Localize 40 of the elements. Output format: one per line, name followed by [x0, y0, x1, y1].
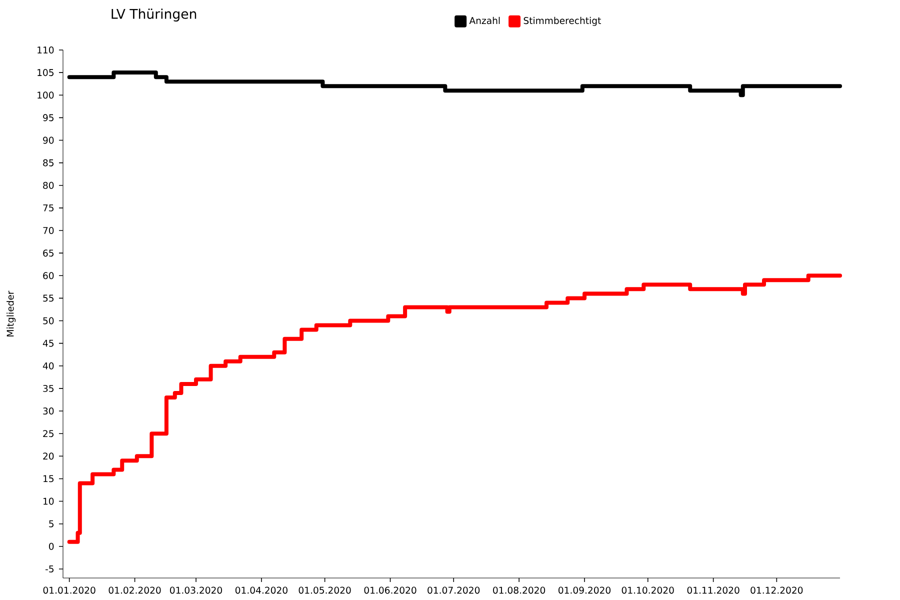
- y-tick-label: 60: [43, 272, 54, 280]
- y-tick-label: 5: [49, 520, 54, 528]
- y-tick-label: 30: [43, 408, 54, 415]
- y-tick-label: 20: [43, 452, 54, 460]
- y-tick-label: 0: [48, 542, 54, 550]
- x-tick-label: 01.07.2020: [428, 586, 480, 594]
- x-tick-label: 01.12.2020: [750, 586, 803, 594]
- y-tick-label: 110: [38, 46, 54, 54]
- x-tick-label: 01.09.2020: [558, 586, 611, 594]
- y-tick-label: 100: [38, 92, 54, 99]
- y-tick-label: 85: [43, 159, 54, 166]
- y-tick-label: 75: [43, 204, 54, 212]
- x-tick-label: 01.10.2020: [622, 586, 674, 594]
- y-tick-label: 55: [43, 294, 54, 302]
- x-tick-label: 01.03.2020: [170, 586, 222, 594]
- y-tick-label: 80: [43, 182, 54, 189]
- chart-title: LV Thüringen: [112, 8, 196, 22]
- y-tick-label: 90: [43, 136, 54, 144]
- y-tick-label: 15: [43, 475, 54, 482]
- x-tick-label: 01.11.2020: [687, 586, 740, 594]
- y-tick-label: 45: [42, 340, 54, 347]
- y-tick-label: 65: [43, 250, 54, 257]
- y-tick-label: 50: [43, 317, 54, 324]
- x-tick-label: 01.08.2020: [493, 586, 546, 594]
- x-tick-label: 01.01.2020: [43, 586, 96, 594]
- y-axis-title: Mitglieder: [6, 290, 16, 336]
- y-tick-label: 10: [43, 498, 54, 505]
- x-tick-label: 01.05.2020: [298, 586, 351, 594]
- y-tick-label: 70: [43, 227, 54, 234]
- y-tick-label: 95: [43, 114, 54, 122]
- x-tick-label: 01.02.2020: [108, 586, 161, 594]
- legend-label: Anzahl: [469, 16, 500, 24]
- y-tick-label: 105: [38, 69, 54, 76]
- x-tick-label: 01.04.2020: [235, 586, 288, 594]
- y-tick-label: 35: [43, 384, 54, 392]
- y-tick-label: -5: [45, 566, 54, 572]
- x-tick-label: 01.06.2020: [364, 586, 416, 594]
- y-tick-label: 25: [43, 430, 54, 438]
- legend-label: Stimmberechtigt: [524, 16, 601, 26]
- y-tick-label: 40: [42, 362, 54, 370]
